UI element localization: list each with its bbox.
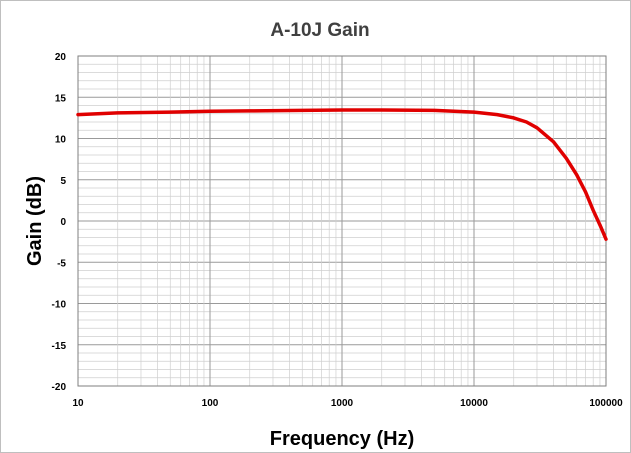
chart-title: A-10J Gain <box>270 20 369 41</box>
y-tick-label: -5 <box>57 258 66 269</box>
x-axis-label: Frequency (Hz) <box>270 428 414 450</box>
x-tick-label: 10 <box>72 398 84 409</box>
y-axis-label: Gain (dB) <box>24 176 46 266</box>
x-tick-label: 100 <box>202 398 219 409</box>
y-tick-label: -10 <box>52 300 67 311</box>
y-tick-label: 0 <box>60 217 66 228</box>
plot-area-border <box>77 55 607 387</box>
y-tick-label: 5 <box>60 176 66 187</box>
x-tick-label: 1000 <box>331 398 354 409</box>
y-tick-label: 10 <box>55 135 67 146</box>
gain-series-line <box>76 108 608 241</box>
y-tick-label: 20 <box>55 52 67 63</box>
y-tick-label: 15 <box>55 93 67 104</box>
y-tick-label: -15 <box>52 341 67 352</box>
x-tick-label: 100000 <box>589 398 623 409</box>
x-tick-label: 10000 <box>460 398 488 409</box>
y-tick-label: -20 <box>52 382 67 393</box>
